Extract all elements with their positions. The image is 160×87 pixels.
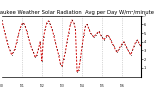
Text: '00: '00 xyxy=(0,84,4,87)
Text: '06: '06 xyxy=(120,84,125,87)
Text: '03: '03 xyxy=(60,84,64,87)
Text: '01: '01 xyxy=(19,84,24,87)
Text: '02: '02 xyxy=(40,84,44,87)
Text: '05: '05 xyxy=(100,84,105,87)
Text: '04: '04 xyxy=(80,84,84,87)
Title: Milwaukee Weather Solar Radiation  Avg per Day W/m²/minute: Milwaukee Weather Solar Radiation Avg pe… xyxy=(0,10,154,15)
